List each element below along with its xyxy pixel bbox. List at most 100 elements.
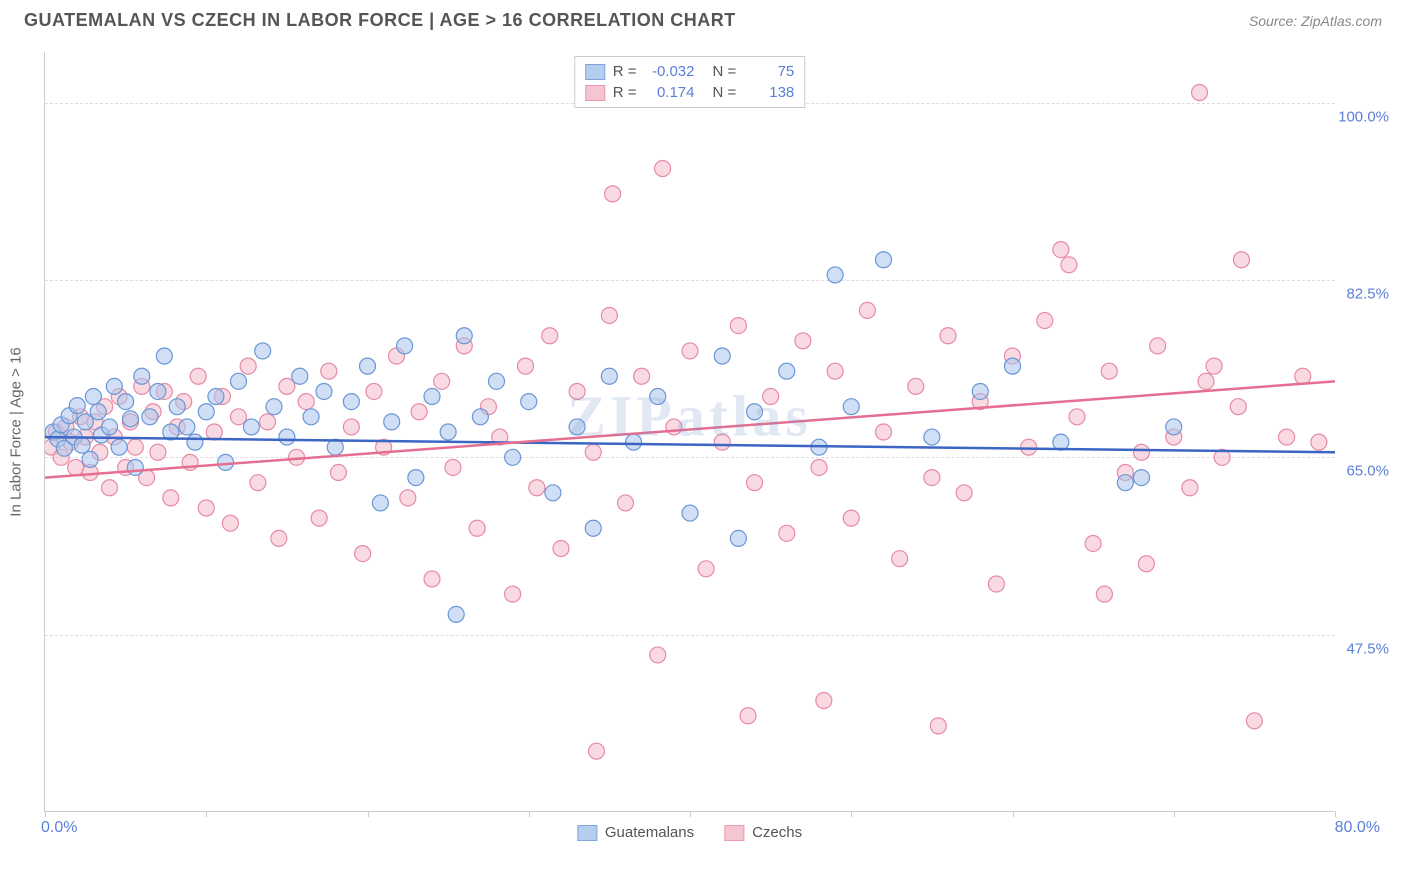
scatter-point [456, 328, 472, 344]
r-value-guatemalans: -0.032 [645, 63, 695, 80]
scatter-point [585, 520, 601, 536]
scatter-point [469, 520, 485, 536]
scatter-point [1295, 368, 1311, 384]
scatter-point [553, 541, 569, 557]
scatter-point [218, 454, 234, 470]
scatter-point [585, 444, 601, 460]
scatter-svg [45, 52, 1335, 812]
scatter-point [231, 373, 247, 389]
legend-label-czechs: Czechs [752, 824, 802, 841]
correlation-legend: R = -0.032 N = 75 R = 0.174 N = 138 [574, 56, 806, 108]
n-label: N = [713, 84, 737, 101]
x-axis-max-label: 80.0% [1335, 819, 1380, 837]
scatter-point [303, 409, 319, 425]
scatter-point [876, 424, 892, 440]
scatter-point [298, 394, 314, 410]
scatter-point [1085, 535, 1101, 551]
scatter-point [601, 368, 617, 384]
x-tick [368, 811, 369, 817]
scatter-point [714, 434, 730, 450]
scatter-point [489, 373, 505, 389]
scatter-point [122, 411, 138, 427]
series-legend: Guatemalans Czechs [577, 824, 802, 841]
scatter-point [198, 404, 214, 420]
scatter-point [747, 404, 763, 420]
legend-item-czechs: Czechs [724, 824, 802, 841]
scatter-point [601, 307, 617, 323]
scatter-point [569, 419, 585, 435]
scatter-point [1005, 358, 1021, 374]
scatter-point [811, 459, 827, 475]
scatter-point [650, 647, 666, 663]
scatter-point [518, 358, 534, 374]
scatter-point [1134, 444, 1150, 460]
scatter-point [1150, 338, 1166, 354]
scatter-point [655, 161, 671, 177]
scatter-point [908, 378, 924, 394]
y-tick-label: 47.5% [1334, 640, 1389, 657]
scatter-point [255, 343, 271, 359]
scatter-point [330, 465, 346, 481]
scatter-point [169, 399, 185, 415]
scatter-point [1279, 429, 1295, 445]
scatter-point [1233, 252, 1249, 268]
n-value-czechs: 138 [744, 84, 794, 101]
scatter-point [972, 383, 988, 399]
scatter-point [190, 368, 206, 384]
scatter-point [440, 424, 456, 440]
scatter-point [1101, 363, 1117, 379]
chart-title: GUATEMALAN VS CZECH IN LABOR FORCE | AGE… [24, 10, 736, 31]
scatter-point [243, 419, 259, 435]
scatter-point [424, 389, 440, 405]
scatter-point [1053, 242, 1069, 258]
swatch-guatemalans [585, 64, 605, 80]
scatter-point [1069, 409, 1085, 425]
scatter-point [134, 368, 150, 384]
scatter-point [545, 485, 561, 501]
scatter-point [150, 444, 166, 460]
scatter-point [730, 318, 746, 334]
x-tick [1335, 811, 1336, 817]
scatter-point [763, 389, 779, 405]
scatter-point [666, 419, 682, 435]
scatter-point [714, 348, 730, 364]
scatter-point [843, 399, 859, 415]
scatter-point [740, 708, 756, 724]
scatter-point [1230, 399, 1246, 415]
scatter-point [266, 399, 282, 415]
scatter-point [795, 333, 811, 349]
scatter-point [626, 434, 642, 450]
x-tick [851, 811, 852, 817]
scatter-point [163, 490, 179, 506]
scatter-point [69, 398, 85, 414]
x-tick [690, 811, 691, 817]
n-value-guatemalans: 75 [744, 63, 794, 80]
source-label: Source: [1249, 13, 1301, 29]
scatter-point [74, 437, 90, 453]
r-label: R = [613, 63, 637, 80]
scatter-point [779, 525, 795, 541]
scatter-point [279, 429, 295, 445]
legend-row-czechs: R = 0.174 N = 138 [585, 82, 795, 103]
scatter-point [260, 414, 276, 430]
scatter-point [118, 394, 134, 410]
scatter-point [366, 383, 382, 399]
y-axis-title: In Labor Force | Age > 16 [8, 347, 25, 516]
x-tick [1013, 811, 1014, 817]
scatter-point [1134, 470, 1150, 486]
scatter-point [271, 530, 287, 546]
swatch-guatemalans-bottom [577, 825, 597, 841]
plot-container: 100.0%82.5%65.0%47.5% ZIPatlas R = -0.03… [44, 52, 1384, 812]
scatter-point [472, 409, 488, 425]
scatter-point [1206, 358, 1222, 374]
scatter-point [397, 338, 413, 354]
legend-row-guatemalans: R = -0.032 N = 75 [585, 61, 795, 82]
scatter-point [384, 414, 400, 430]
scatter-point [240, 358, 256, 374]
scatter-point [876, 252, 892, 268]
r-label: R = [613, 84, 637, 101]
swatch-czechs-bottom [724, 825, 744, 841]
scatter-point [827, 363, 843, 379]
scatter-point [321, 363, 337, 379]
scatter-point [372, 495, 388, 511]
